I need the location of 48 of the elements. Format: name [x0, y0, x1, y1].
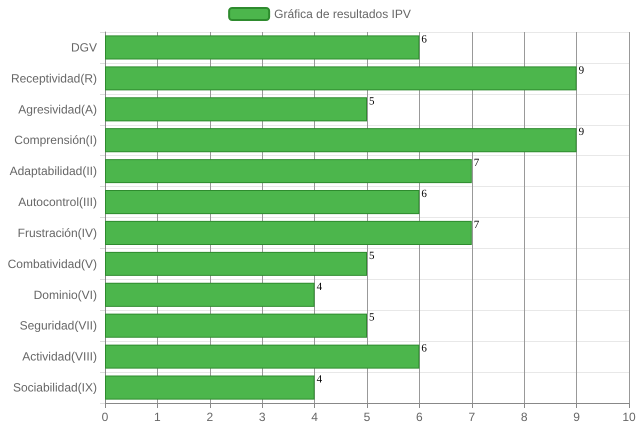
y-tick-label: Frustración(IV)	[18, 226, 97, 240]
bar	[105, 190, 420, 214]
y-tick-label: Adaptabilidad(II)	[10, 164, 97, 178]
data-label: 9	[578, 126, 585, 138]
y-tick-label: Comprensión(I)	[14, 133, 97, 148]
bar	[105, 159, 472, 184]
y-tick-label: Autocontrol(III)	[18, 195, 97, 210]
x-tick-label: 1	[154, 410, 162, 424]
bar	[105, 375, 315, 400]
data-label: 6	[421, 33, 428, 46]
x-tick-label: 9	[573, 410, 580, 424]
x-tick-label: 6	[416, 410, 424, 424]
y-tick-label: Sociabilidad(IX)	[12, 380, 97, 395]
x-tick-label: 8	[520, 410, 528, 424]
data-label: 5	[369, 312, 375, 324]
bar	[105, 282, 315, 307]
bar	[105, 314, 367, 338]
x-tick-label: 4	[311, 410, 318, 424]
bar	[105, 128, 577, 152]
y-tick-label: Agresividad(A)	[18, 102, 97, 116]
x-tick-label: 0	[102, 410, 109, 424]
bar	[105, 66, 577, 90]
x-tick-label: 5	[364, 410, 371, 424]
bar	[105, 252, 367, 276]
data-label: 6	[421, 342, 428, 355]
y-tick-label: Seguridad(VII)	[20, 318, 97, 333]
bar	[105, 220, 472, 246]
x-tick-label: 7	[468, 410, 476, 424]
data-label: 4	[316, 280, 323, 293]
x-tick-label: 2	[206, 410, 214, 424]
data-label: 5	[369, 95, 375, 108]
legend-label: Gráfica de resultados IPV	[274, 7, 411, 21]
data-label: 5	[369, 250, 375, 262]
y-tick-label: Dominio(VI)	[34, 288, 97, 302]
x-tick-label: 10	[622, 410, 636, 424]
y-tick-label: Combatividad(V)	[8, 256, 97, 271]
data-label: 6	[421, 188, 428, 200]
bar	[105, 97, 367, 122]
x-tick-label: 3	[258, 410, 266, 424]
data-label: 9	[578, 64, 585, 76]
bar	[105, 344, 420, 369]
y-tick-label: DGV	[70, 40, 97, 54]
data-label: 7	[474, 157, 480, 170]
bar	[105, 35, 420, 60]
data-label: 7	[474, 218, 480, 231]
data-label: 4	[316, 374, 323, 386]
y-tick-label: Actividad(VIII)	[22, 350, 97, 364]
y-tick-label: Receptividad(R)	[10, 71, 97, 86]
